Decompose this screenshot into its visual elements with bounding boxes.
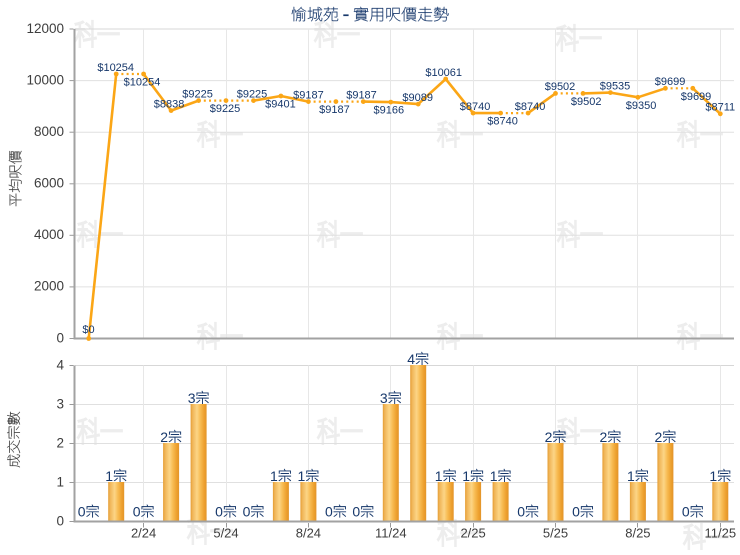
- svg-text:1: 1: [627, 468, 635, 484]
- svg-text:0: 0: [517, 504, 525, 520]
- svg-text:8/24: 8/24: [296, 526, 321, 541]
- svg-text:12000: 12000: [26, 21, 64, 36]
- svg-text:4000: 4000: [34, 227, 64, 242]
- svg-text:2: 2: [160, 429, 168, 445]
- svg-text:2: 2: [56, 435, 64, 450]
- svg-text:1: 1: [298, 468, 306, 484]
- svg-text:0: 0: [133, 504, 141, 520]
- svg-text:$9225: $9225: [210, 103, 241, 115]
- svg-text:8/25: 8/25: [625, 526, 650, 541]
- svg-text:5/24: 5/24: [213, 526, 238, 541]
- svg-text:$9502: $9502: [571, 96, 602, 108]
- svg-text:0: 0: [215, 504, 223, 520]
- svg-text:3: 3: [56, 396, 64, 411]
- svg-text:0: 0: [78, 504, 86, 520]
- svg-text:$8838: $8838: [154, 98, 185, 110]
- svg-text:2/24: 2/24: [131, 526, 156, 541]
- svg-text:1: 1: [56, 474, 64, 489]
- svg-text:$10061: $10061: [425, 67, 462, 79]
- svg-text:1: 1: [462, 468, 470, 484]
- svg-text:$9535: $9535: [600, 80, 631, 92]
- svg-text:$10254: $10254: [97, 62, 134, 74]
- svg-text:$9187: $9187: [319, 104, 350, 116]
- svg-text:$9225: $9225: [237, 88, 268, 100]
- svg-text:8000: 8000: [34, 124, 64, 139]
- svg-text:0: 0: [56, 330, 64, 345]
- svg-text:10000: 10000: [26, 72, 64, 87]
- svg-text:5/25: 5/25: [543, 526, 568, 541]
- svg-text:1: 1: [435, 468, 443, 484]
- svg-text:$9350: $9350: [626, 100, 657, 112]
- svg-text:$9401: $9401: [265, 99, 296, 111]
- svg-text:0: 0: [572, 504, 580, 520]
- svg-text:2: 2: [655, 429, 663, 445]
- svg-text:$8711: $8711: [705, 102, 735, 114]
- svg-text:0: 0: [56, 513, 64, 528]
- svg-text:0: 0: [352, 504, 360, 520]
- svg-text:$9187: $9187: [293, 89, 324, 101]
- svg-text:4: 4: [407, 351, 415, 367]
- svg-text:$9502: $9502: [545, 81, 576, 93]
- svg-text:1: 1: [490, 468, 498, 484]
- svg-text:1: 1: [709, 468, 717, 484]
- svg-text:11/25: 11/25: [705, 526, 737, 541]
- svg-text:$9699: $9699: [681, 91, 712, 103]
- svg-text:$8740: $8740: [487, 116, 518, 128]
- svg-text:$10254: $10254: [124, 77, 161, 89]
- svg-text:$8740: $8740: [460, 101, 491, 113]
- svg-text:$9166: $9166: [374, 105, 405, 117]
- svg-text:4: 4: [56, 357, 64, 372]
- svg-text:$9187: $9187: [346, 89, 377, 101]
- svg-text:$9225: $9225: [182, 88, 213, 100]
- svg-text:$8740: $8740: [515, 101, 546, 113]
- svg-text:0: 0: [243, 504, 251, 520]
- svg-text:$9699: $9699: [655, 76, 686, 88]
- svg-text:11/24: 11/24: [375, 526, 407, 541]
- svg-text:0: 0: [325, 504, 333, 520]
- svg-text:2000: 2000: [34, 279, 64, 294]
- svg-text:2/25: 2/25: [460, 526, 485, 541]
- svg-text:6000: 6000: [34, 176, 64, 191]
- svg-text:0: 0: [682, 504, 690, 520]
- svg-text:1: 1: [105, 468, 113, 484]
- svg-text:2: 2: [600, 429, 608, 445]
- svg-text:3: 3: [188, 390, 196, 406]
- svg-text:1: 1: [270, 468, 278, 484]
- svg-text:$0: $0: [82, 324, 94, 336]
- svg-text:$9089: $9089: [402, 92, 433, 104]
- svg-text:3: 3: [380, 390, 388, 406]
- svg-text:2: 2: [545, 429, 553, 445]
